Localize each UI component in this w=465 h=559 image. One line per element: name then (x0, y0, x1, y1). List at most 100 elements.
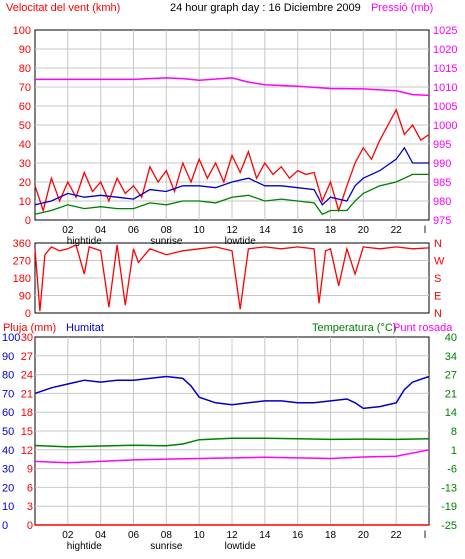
rain-tick-label: 21 (21, 388, 33, 400)
humidity-tick-label: 90 (2, 351, 14, 363)
pressure-tick-label: 975 (433, 215, 451, 227)
humidity-tick-label: 0 (2, 520, 8, 532)
series-line-dewpoint (34, 449, 430, 464)
series-line-direction (34, 243, 430, 312)
series-line-temperature (34, 437, 430, 448)
tide-label: hightide (67, 541, 102, 552)
tide-label: lowtide (225, 541, 257, 552)
temperature-tick-label: -13 (441, 482, 457, 494)
compass-tick-label: S (434, 273, 441, 285)
wind-speed-tick-label: 10 (19, 196, 31, 208)
series-line-wind_low (34, 173, 429, 216)
pressure-tick-label: 985 (433, 177, 451, 189)
series-line-wind_avg (34, 146, 429, 206)
rain-tick-label: 18 (21, 407, 33, 419)
x-tick-label: 06 (128, 225, 140, 236)
rain-tick-label: 3 (27, 501, 33, 513)
humidity-tick-label: 30 (2, 464, 14, 476)
x-tick-label: 16 (292, 530, 304, 541)
wind-speed-tick-label: 50 (19, 120, 31, 132)
wind-speed-tick-label: 80 (19, 63, 31, 75)
tide-label: sunrise (150, 236, 183, 247)
humidity-tick-label: 20 (2, 482, 14, 494)
direction-tick-label: 0 (25, 308, 31, 320)
rain-tick-label: 15 (21, 426, 33, 438)
pressure-tick-label: 980 (433, 196, 451, 208)
temperature-label: Temperatura (°C) (312, 322, 396, 334)
x-tick-label: 22 (391, 225, 403, 236)
wind-speed-tick-label: 30 (19, 158, 31, 170)
humidity-label: Humitat (66, 322, 104, 334)
wind-speed-tick-label: 90 (19, 44, 31, 56)
panel-wind (34, 29, 430, 221)
series-line-wind (34, 108, 430, 213)
humidity-tick-label: 10 (2, 501, 14, 513)
temperature-tick-label: -6 (447, 464, 457, 476)
x-tick-label: 10 (194, 225, 206, 236)
humidity-tick-label: 70 (2, 388, 14, 400)
direction-tick-label: 90 (19, 291, 31, 303)
humidity-tick-label: 60 (2, 407, 14, 419)
temperature-tick-label: 27 (445, 370, 457, 382)
direction-tick-label: 360 (13, 238, 31, 250)
graph-date-title: 24 hour graph day : 16 Diciembre 2009 (170, 2, 361, 14)
x-tick-label: 20 (358, 530, 370, 541)
temperature-tick-label: 8 (451, 426, 457, 438)
rain-label: Pluja (mm) (3, 322, 56, 334)
temperature-tick-label: -19 (441, 501, 457, 513)
dewpoint-label: Punt rosada (393, 322, 453, 334)
series-line-humidity (34, 375, 430, 410)
panel-humidity-temperature (34, 336, 430, 526)
rain-tick-label: 9 (27, 464, 33, 476)
pressure-tick-label: 990 (433, 158, 451, 170)
temperature-tick-label: 1 (451, 445, 457, 457)
x-tick-label: 12 (226, 530, 238, 541)
temperature-tick-label: 40 (445, 332, 457, 344)
x-tick-label: 06 (128, 530, 140, 541)
x-tick-label: 18 (325, 225, 337, 236)
series-line-pressure (35, 77, 430, 97)
x-tick-label: 02 (62, 530, 74, 541)
pressure-tick-label: 1020 (433, 44, 457, 56)
x-tick-label: 10 (194, 530, 206, 541)
x-tick-label: 14 (259, 530, 271, 541)
x-tick-label: 22 (391, 530, 403, 541)
pressure-tick-label: 1010 (433, 82, 457, 94)
humidity-tick-label: 50 (2, 426, 14, 438)
wind-speed-tick-label: 70 (19, 82, 31, 94)
wind-speed-tick-label: 20 (19, 177, 31, 189)
x-tick-label: l (424, 530, 426, 541)
wind-speed-title: Velocitat del vent (kmh) (6, 2, 120, 14)
rain-tick-label: 6 (27, 482, 33, 494)
x-tick-label: 14 (259, 225, 271, 236)
direction-tick-label: 180 (13, 273, 31, 285)
humidity-tick-label: 40 (2, 445, 14, 457)
tide-label: hightide (67, 236, 102, 247)
compass-tick-label: E (434, 291, 441, 303)
compass-tick-label: N (434, 308, 442, 320)
compass-tick-label: N (434, 238, 442, 250)
x-tick-label: 12 (226, 225, 238, 236)
pressure-tick-label: 1025 (433, 25, 457, 37)
wind-speed-tick-label: 0 (25, 215, 31, 227)
x-tick-label: l (424, 225, 426, 236)
tide-label: lowtide (225, 236, 257, 247)
rain-tick-label: 0 (27, 520, 33, 532)
pressure-tick-label: 1015 (433, 63, 457, 75)
pressure-tick-label: 1005 (433, 101, 457, 113)
temperature-tick-label: 14 (445, 407, 457, 419)
compass-tick-label: W (434, 256, 445, 268)
x-tick-label: 04 (95, 530, 107, 541)
temperature-tick-label: -25 (441, 520, 457, 532)
tide-label: sunrise (150, 541, 183, 552)
humidity-tick-label: 100 (2, 332, 20, 344)
wind-speed-tick-label: 60 (19, 101, 31, 113)
temperature-tick-label: 34 (445, 351, 457, 363)
x-tick-label: 16 (292, 225, 304, 236)
x-tick-label: 18 (325, 530, 337, 541)
rain-tick-label: 30 (21, 332, 33, 344)
x-tick-label: 04 (95, 225, 107, 236)
rain-tick-label: 24 (21, 370, 33, 382)
pressure-title: Pressió (mb) (371, 2, 433, 14)
